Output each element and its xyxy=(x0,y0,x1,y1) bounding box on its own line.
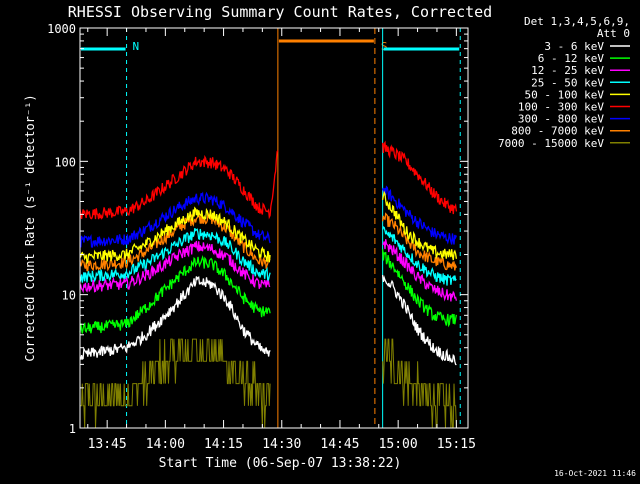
legend-header-line-1: Det 1,3,4,5,6,9, xyxy=(524,15,630,28)
plot-frame xyxy=(79,27,469,429)
legend-label-300-800: 300 - 800 keV xyxy=(518,113,604,126)
x-tick-label-1430: 14:30 xyxy=(262,437,301,452)
legend-label-12-25: 12 - 25 keV xyxy=(531,64,604,77)
series-line-100-300-post xyxy=(381,140,458,215)
series-line-12-25-pre xyxy=(79,240,271,294)
legend-label-50-100: 50 - 100 keV xyxy=(525,88,605,101)
x-tick-label-1345: 13:45 xyxy=(88,437,127,452)
legend-label-3-6: 3 - 6 keV xyxy=(544,40,604,53)
legend-label-800-7000: 800 - 7000 keV xyxy=(511,125,604,138)
x-tick-label-1445: 14:45 xyxy=(320,437,359,452)
x-axis-label: Start Time (06-Sep-07 13:38:22) xyxy=(159,456,402,471)
series-line-300-800-post xyxy=(381,185,458,245)
series-line-25-50-post xyxy=(381,225,457,286)
series-line-7000-15000-post xyxy=(382,338,457,429)
legend-label-100-300: 100 - 300 keV xyxy=(518,101,604,114)
band-label-1: S xyxy=(381,40,388,53)
series-line-800-7000-post xyxy=(381,212,458,271)
y-tick-label-100: 100 xyxy=(54,155,76,169)
series-line-100-300-pre xyxy=(79,150,279,220)
series-line-50-100-post xyxy=(381,190,458,261)
footer-date: 16-Oct-2021 11:46 xyxy=(554,469,636,478)
x-tick-label-1415: 14:15 xyxy=(204,437,243,452)
chart-title: RHESSI Observing Summary Count Rates, Co… xyxy=(68,3,492,21)
legend-label-7000-15000: 7000 - 15000 keV xyxy=(498,137,604,150)
series-line-6-12-post xyxy=(381,249,458,328)
band-label-0: N xyxy=(133,40,140,53)
legend-label-25-50: 25 - 50 keV xyxy=(531,76,604,89)
series-line-7000-15000-pre xyxy=(80,338,271,429)
series-line-12-25-post xyxy=(382,239,458,302)
legend-label-6-12: 6 - 12 keV xyxy=(538,52,605,65)
plot-area: N S 1 10 100 1000 13:45 14:00 14:15 14:30 14:45 15:… xyxy=(47,22,476,452)
series-line-6-12-pre xyxy=(79,255,271,334)
y-tick-label-10: 10 xyxy=(62,289,76,303)
y-tick-label-1000: 1000 xyxy=(47,22,76,36)
x-tick-label-1500: 15:00 xyxy=(379,437,418,452)
series-line-300-800-pre xyxy=(79,191,271,248)
series-line-3-6-pre xyxy=(79,276,271,361)
x-tick-label-1400: 14:00 xyxy=(146,437,185,452)
series-line-50-100-pre xyxy=(79,206,271,265)
series-line-25-50-pre xyxy=(79,227,271,284)
legend-header-line-2: Att 0 xyxy=(597,27,630,40)
y-tick-label-1: 1 xyxy=(69,422,76,436)
x-tick-label-1515: 15:15 xyxy=(437,437,476,452)
y-axis-label: Corrected Count Rate (s⁻¹ detector⁻¹) xyxy=(23,94,37,361)
series-line-3-6-post xyxy=(381,274,457,366)
